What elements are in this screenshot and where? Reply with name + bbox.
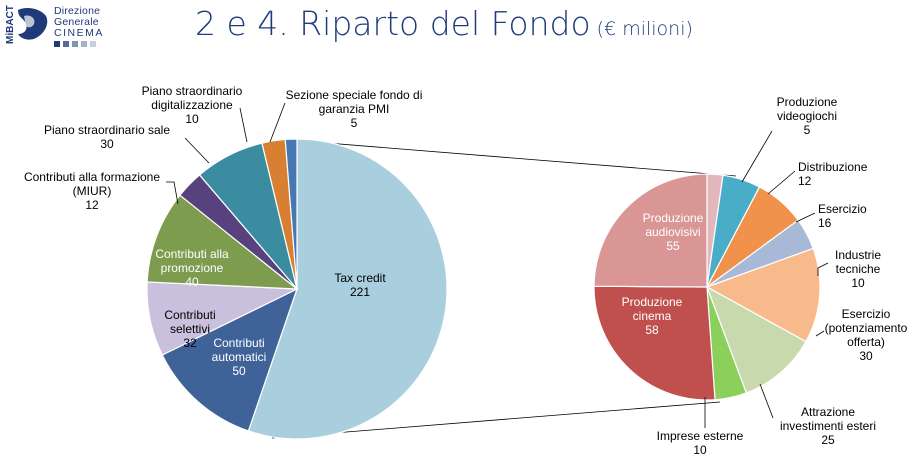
leader-line-piano-sale [184,137,210,164]
slice-value-contributi-promozione: 40 [185,275,199,289]
slice-label-piano-sale: Piano straordinario sale [44,123,170,137]
slice-value-attrazione-investimenti: 25 [821,433,835,447]
slice-label-distribuzione: Distribuzione [798,160,868,174]
slice-label-contributi-automatici: Contributi automatici [212,336,267,364]
slice-value-imprese-esterne: 10 [693,443,707,457]
slice-label-produzione-audiovisivi: Produzione audiovisivi [643,211,704,239]
slice-value-produzione-cinema: 58 [645,323,659,337]
slice-value-esercizio-potenziamento: 30 [859,349,873,363]
leader-line-esercizio-potenziamento [815,330,825,337]
slice-value-distribuzione: 12 [798,174,812,188]
slice-label-sezione-garanzia: Sezione speciale fondo di garanzia PMI [286,88,423,116]
leader-line-produzione-videogiochi [741,130,773,183]
slice-label-tax-credit: Tax credit [334,271,386,285]
logo-text-line2: Generale [54,16,99,28]
slice-label-piano-digitalizzazione: Piano straordinario digitalizzazione [142,84,243,112]
slice-label-industrie-tecniche: Industrie tecniche [835,248,881,276]
leader-line-distribuzione [767,170,796,195]
logo-text-line3: CINEMA [54,27,104,39]
logo-squares [54,41,96,47]
slice-contributi-promozione [146,194,299,290]
page-title: 2 e 4. Riparto del Fondo (€ milioni) [195,4,693,43]
slice-label-contributi-selettivi: Contributi selettivi [164,308,215,336]
slice-value-sezione-garanzia: 5 [351,116,358,130]
slice-tax-credit [247,138,448,440]
slice-value-contributi-automatici: 50 [232,364,246,378]
logo-vertical-text: MiBACT [5,5,16,44]
slice-value-industrie-tecniche: 10 [851,276,865,290]
logo-text-line1: Direzione [54,5,101,17]
slice-produzione-audiovisivi [593,173,708,288]
slice-label-esercizio-potenziamento: Esercizio (potenziamento offerta) [825,307,908,349]
slice-label-produzione-cinema: Produzione cinema [622,295,683,323]
slice-value-produzione-videogiochi: 5 [804,123,811,137]
slice-value-produzione-audiovisivi: 55 [666,239,680,253]
slice-value-esercizio: 16 [818,216,832,230]
slice-label-attrazione-investimenti: Attrazione investimenti esteri [780,405,876,433]
page-title-main: 2 e 4. Riparto del Fondo [195,4,591,43]
slice-contributi-automatici [161,287,299,432]
slice-value-piano-sale: 30 [100,137,114,151]
slice-label-produzione-videogiochi: Produzione videogiochi [777,95,838,123]
leader-line-esercizio [795,212,816,223]
slice-value-tax-credit: 221 [350,285,370,299]
logo: MiBACT Direzione Generale CINEMA [4,4,144,48]
leader-line-sezione-garanzia [269,102,286,143]
slice-label-contributi-formazione: Contributi alla formazione (MIUR) [24,170,160,198]
mibact-emblem-icon: MiBACT [4,4,52,48]
connector-line-top [289,139,737,177]
slice-value-contributi-formazione: 12 [85,198,99,212]
slice-label-esercizio: Esercizio [818,202,867,216]
leader-line-piano-digitalizzazione [239,107,248,143]
slice-label-imprese-esterne: Imprese esterne [657,429,744,443]
page-title-unit: (€ milioni) [596,18,693,40]
slice-sezione-garanzia [284,138,298,290]
slice-attrazione-investimenti [705,285,807,394]
slice-value-piano-digitalizzazione: 10 [185,112,199,126]
leader-line-attrazione-investimenti [759,383,774,419]
connector-line-bottom [271,401,721,439]
slice-produzione-cinema [593,285,716,401]
leader-line-industrie-tecniche [817,262,829,276]
leader-line-contributi-formazione [166,181,179,205]
slice-value-contributi-selettivi: 32 [183,336,197,350]
slice-label-contributi-promozione: Contributi alla promozione [155,247,229,275]
slice-esercizio-potenziamento [705,247,821,343]
